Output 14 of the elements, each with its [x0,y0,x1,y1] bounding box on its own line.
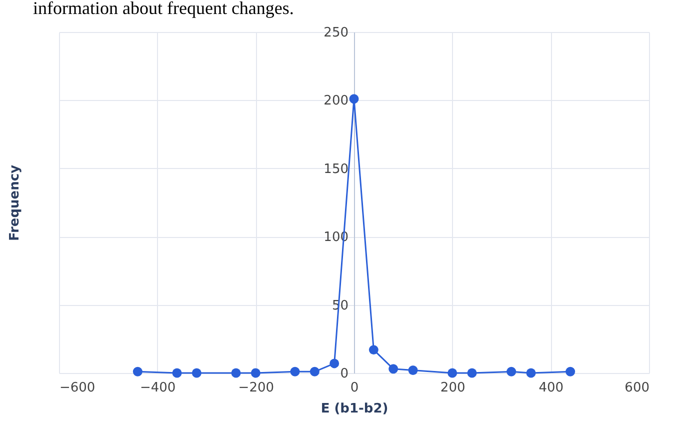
y-tick-label: 200 [324,94,348,109]
y-tick-label: 0 [340,366,348,382]
x-axis-title: E (b1-b2) [320,402,388,416]
x-tick-label: 400 [538,380,564,396]
text: information about frequent changes. [33,0,294,18]
y-tick-label: 150 [324,162,348,177]
x-tick-label: 600 [624,380,650,396]
y-axis-title: Frequency [8,164,22,242]
x-tick-label: −400 [140,380,176,396]
x-tick-label: 200 [440,380,466,396]
x-tick-label: 0 [350,380,359,396]
x-tick-label: −200 [238,380,274,396]
y-tick-label: 250 [324,26,348,40]
x-tick-label: −600 [60,380,96,396]
